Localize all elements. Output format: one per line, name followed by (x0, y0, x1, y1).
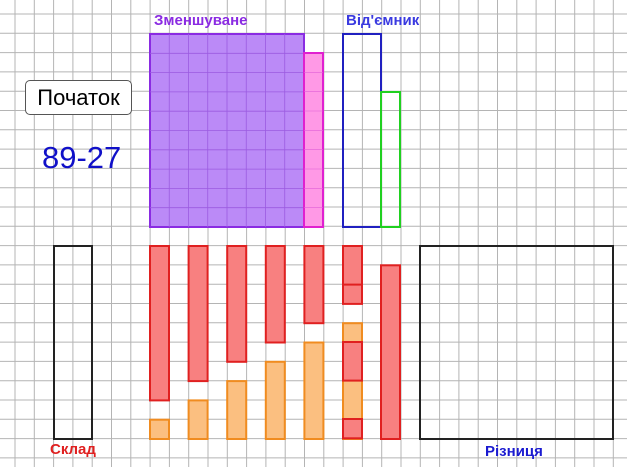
start-button[interactable]: Початок (25, 80, 132, 115)
red-column-tall (380, 264, 401, 440)
label-minuend: Зменшуване (154, 12, 248, 29)
composition-box (53, 245, 93, 440)
red-column-1 (149, 245, 170, 402)
red-column-3 (226, 245, 248, 363)
difference-box (419, 245, 614, 440)
red-column-2 (187, 245, 209, 383)
red-piece-3 (342, 418, 363, 440)
red-piece-1 (342, 245, 363, 286)
orange-column-5 (303, 341, 325, 440)
label-composition: Склад (50, 441, 96, 458)
minuend-units-grid (304, 72, 323, 208)
red-piece-2 (342, 341, 363, 382)
minuend-inner-grid (150, 34, 304, 227)
orange-column-3 (226, 380, 248, 441)
expression-text: 89-27 (42, 140, 122, 175)
minuend-units-block[interactable] (303, 52, 324, 228)
label-difference: Різниця (485, 443, 543, 460)
orange-column-2 (187, 399, 209, 440)
orange-column-4 (264, 360, 286, 440)
subtrahend-units-block[interactable] (380, 91, 401, 228)
composition-columns (149, 245, 401, 441)
red-column-5 (303, 245, 325, 325)
red-column-4 (264, 245, 286, 344)
label-subtrahend: Від'ємник (346, 12, 420, 29)
orange-column-1 (149, 418, 170, 441)
